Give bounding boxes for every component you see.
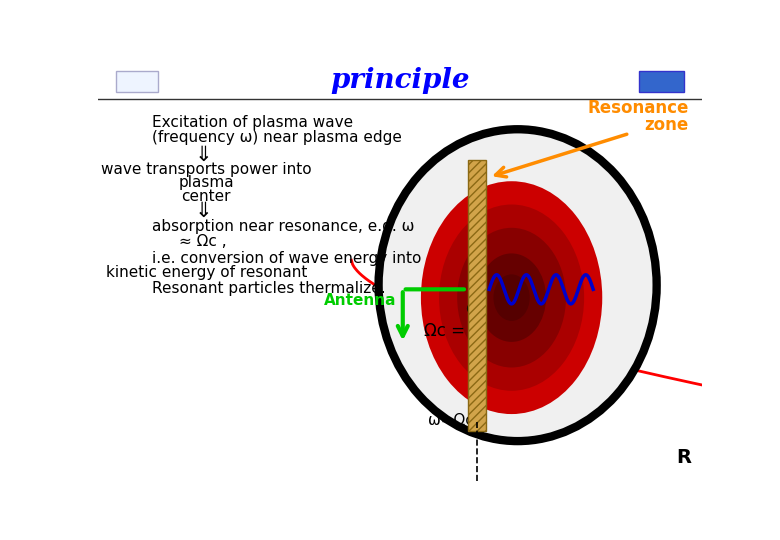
Text: center: center [182, 188, 231, 204]
Text: kinetic energy of resonant: kinetic energy of resonant [105, 265, 307, 280]
Text: plasma: plasma [179, 176, 234, 191]
Ellipse shape [457, 228, 566, 368]
Text: qB: qB [465, 301, 485, 316]
Text: Resonant particles thermalize.: Resonant particles thermalize. [152, 281, 385, 296]
FancyBboxPatch shape [115, 71, 158, 92]
Text: (frequency ω) near plasma edge: (frequency ω) near plasma edge [152, 131, 402, 145]
Ellipse shape [421, 181, 602, 414]
Text: ⇓: ⇓ [194, 201, 212, 221]
Text: ≈ Ωc ,: ≈ Ωc , [179, 234, 227, 249]
Text: i.e. conversion of wave energy into: i.e. conversion of wave energy into [152, 251, 421, 266]
Ellipse shape [494, 274, 530, 321]
Text: Excitation of plasma wave: Excitation of plasma wave [152, 114, 353, 130]
Text: ⇓: ⇓ [194, 145, 212, 165]
Text: principle: principle [330, 67, 470, 94]
Text: ω=Ωc: ω=Ωc [428, 413, 474, 428]
Text: Resonance: Resonance [587, 99, 689, 118]
Text: absorption near resonance, e.g. ω: absorption near resonance, e.g. ω [152, 219, 414, 234]
Bar [468, 160, 486, 431]
Text: R: R [676, 448, 691, 467]
Ellipse shape [378, 129, 657, 441]
Text: Antenna: Antenna [324, 294, 397, 308]
Text: Ωc =: Ωc = [424, 322, 465, 340]
Ellipse shape [439, 205, 584, 391]
Text: wave transports power into: wave transports power into [101, 162, 312, 177]
Text: m: m [468, 322, 483, 337]
Text: zone: zone [644, 116, 689, 134]
Ellipse shape [477, 253, 546, 342]
FancyBboxPatch shape [639, 71, 684, 92]
